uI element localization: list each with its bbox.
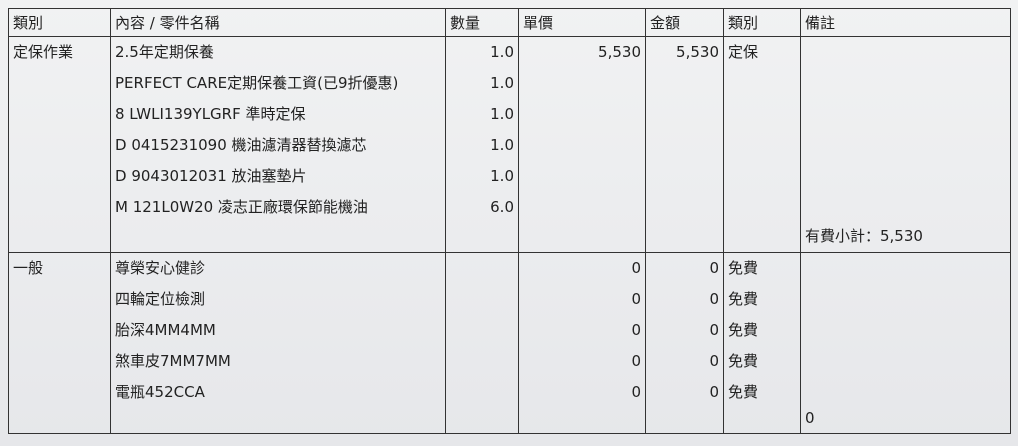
item-price: 5,530 <box>598 43 641 61</box>
table-header: 類別 內容 / 零件名稱 數量 單價 金額 類別 備註 <box>8 8 1011 37</box>
amount-cell: 0 0 0 0 0 <box>645 252 724 434</box>
item-qty: 1.0 <box>490 136 514 154</box>
item-type <box>728 99 796 130</box>
item-amount: 0 <box>709 290 719 308</box>
item-amount <box>650 161 719 192</box>
item-qty: 1.0 <box>490 43 514 61</box>
item-qty: 1.0 <box>490 167 514 185</box>
item-type: 定保 <box>728 43 759 61</box>
item-type: 免費 <box>728 352 759 370</box>
quantity-cell: 1.0 1.0 1.0 1.0 1.0 6.0 <box>445 36 519 253</box>
item-amount <box>650 130 719 161</box>
item-amount: 5,530 <box>676 43 719 61</box>
item-price: 0 <box>631 352 641 370</box>
item-type: 免費 <box>728 290 759 308</box>
item-price <box>523 130 641 161</box>
item-name: PERFECT CARE定期保養工資(已9折優惠) <box>115 74 399 92</box>
remarks-cell: 0 <box>800 252 1011 434</box>
item-name: D 9043012031 放油塞墊片 <box>115 167 307 185</box>
header-item-name: 內容 / 零件名稱 <box>110 8 446 37</box>
header-quantity: 數量 <box>445 8 519 37</box>
item-amount <box>650 68 719 99</box>
item-name: 胎深4MM4MM <box>115 321 216 339</box>
header-amount: 金額 <box>645 8 724 37</box>
item-qty: 6.0 <box>490 198 514 216</box>
item-name: 電瓶452CCA <box>115 383 205 401</box>
item-qty: 1.0 <box>490 105 514 123</box>
item-price: 0 <box>631 321 641 339</box>
subtotal-note: 0 <box>805 409 815 427</box>
item-amount <box>650 192 719 223</box>
item-type <box>728 68 796 99</box>
item-name-cell: 尊榮安心健診 四輪定位檢測 胎深4MM4MM 煞車皮7MM7MM 電瓶452CCA <box>110 252 446 434</box>
item-price <box>523 99 641 130</box>
section-row: 一般 尊榮安心健診 四輪定位檢測 胎深4MM4MM 煞車皮7MM7MM 電瓶452CCA 0… <box>8 252 1011 434</box>
item-name: M 121L0W20 凌志正廠環保節能機油 <box>115 198 368 216</box>
item-amount: 0 <box>709 321 719 339</box>
item-qty <box>450 284 514 315</box>
item-amount: 0 <box>709 259 719 277</box>
category-cell: 定保作業 <box>8 36 111 253</box>
item-price <box>523 192 641 223</box>
service-items-table: 類別 內容 / 零件名稱 數量 單價 金額 類別 備註 定保作業 2.5年定期保養… <box>8 8 1011 434</box>
header-type: 類別 <box>723 8 801 37</box>
item-type <box>728 161 796 192</box>
remarks-cell: 有費小計：5,530 <box>800 36 1011 253</box>
category-cell: 一般 <box>8 252 111 434</box>
unit-price-cell: 0 0 0 0 0 <box>518 252 646 434</box>
item-type: 免費 <box>728 259 759 277</box>
item-name: D 0415231090 機油濾清器替換濾芯 <box>115 136 367 154</box>
item-type: 免費 <box>728 321 759 339</box>
header-category: 類別 <box>8 8 111 37</box>
item-name: 尊榮安心健診 <box>115 259 206 277</box>
item-amount: 0 <box>709 383 719 401</box>
item-type: 免費 <box>728 383 759 401</box>
item-qty <box>450 377 514 408</box>
section-category: 一般 <box>13 259 44 277</box>
item-qty <box>450 315 514 346</box>
item-type <box>728 130 796 161</box>
item-amount <box>650 99 719 130</box>
subtotal-note: 有費小計：5,530 <box>805 227 923 245</box>
item-qty: 1.0 <box>490 74 514 92</box>
type-cell: 免費 免費 免費 免費 免費 <box>723 252 801 434</box>
quantity-cell <box>445 252 519 434</box>
item-price: 0 <box>631 259 641 277</box>
item-price <box>523 161 641 192</box>
item-price <box>523 68 641 99</box>
item-price: 0 <box>631 290 641 308</box>
item-amount: 0 <box>709 352 719 370</box>
item-qty <box>450 253 514 284</box>
item-name: 四輪定位檢測 <box>115 290 206 308</box>
section-category: 定保作業 <box>13 43 74 61</box>
section-row: 定保作業 2.5年定期保養 PERFECT CARE定期保養工資(已9折優惠) 8 L… <box>8 36 1011 253</box>
item-name: 2.5年定期保養 <box>115 43 214 61</box>
item-name: 8 LWLI139YLGRF 準時定保 <box>115 105 306 123</box>
amount-cell: 5,530 <box>645 36 724 253</box>
type-cell: 定保 <box>723 36 801 253</box>
item-qty <box>450 346 514 377</box>
item-name-cell: 2.5年定期保養 PERFECT CARE定期保養工資(已9折優惠) 8 LWLI1… <box>110 36 446 253</box>
unit-price-cell: 5,530 <box>518 36 646 253</box>
item-name: 煞車皮7MM7MM <box>115 352 231 370</box>
item-type <box>728 192 796 223</box>
item-price: 0 <box>631 383 641 401</box>
header-unit-price: 單價 <box>518 8 646 37</box>
header-remarks: 備註 <box>800 8 1011 37</box>
